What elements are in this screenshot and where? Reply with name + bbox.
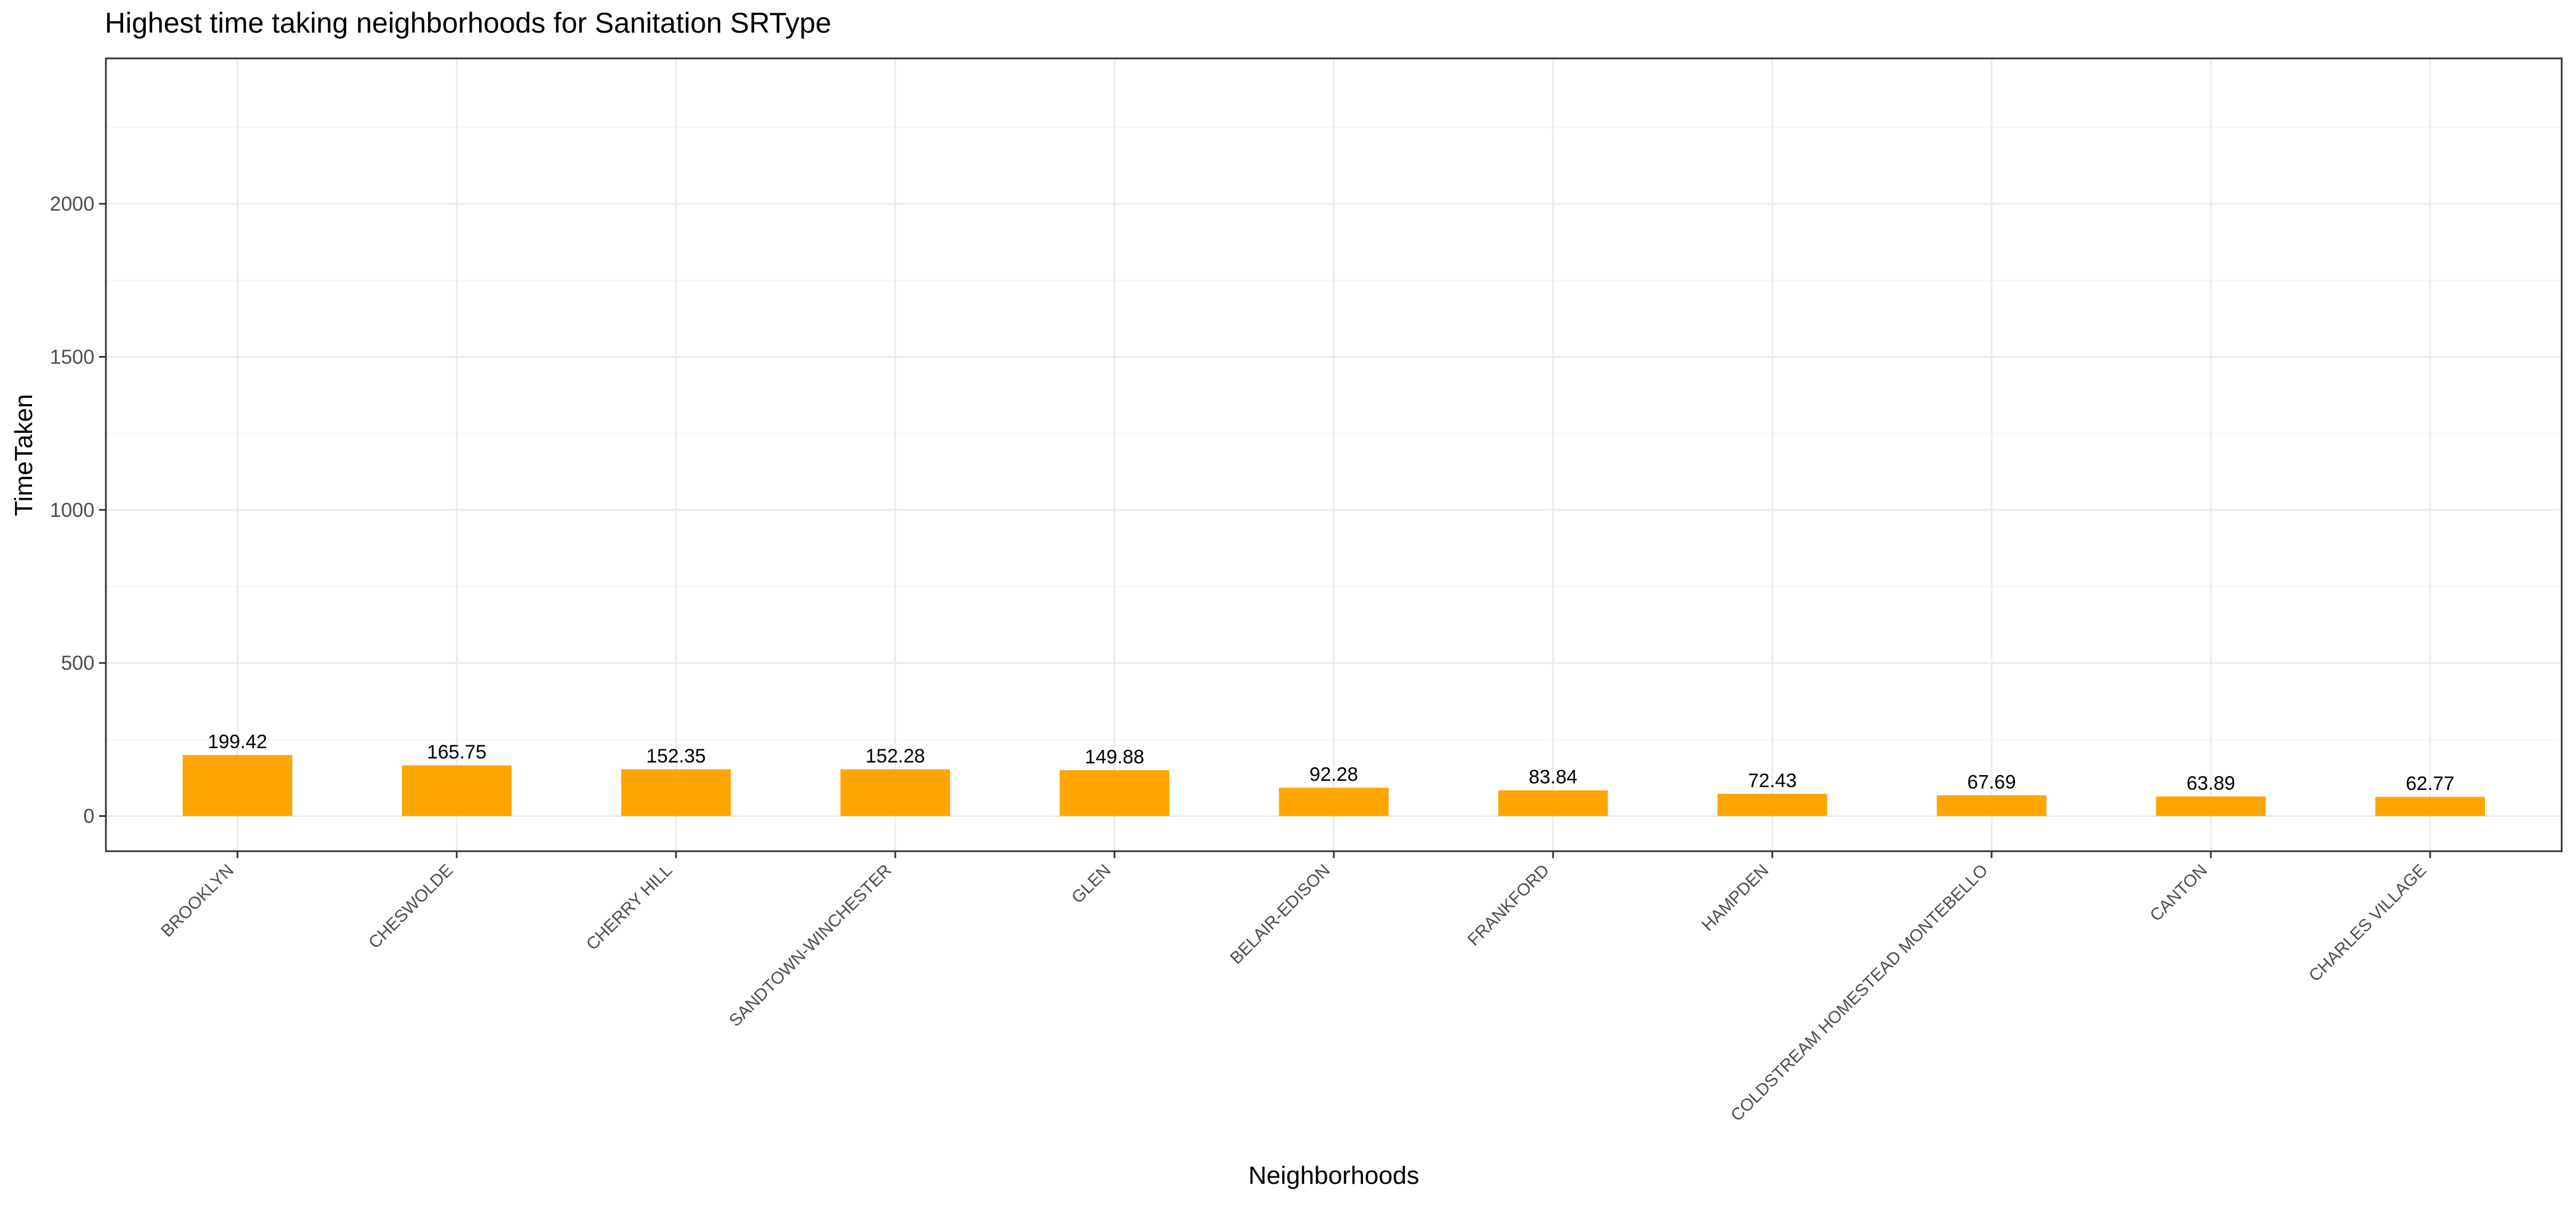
x-axis-title: Neighborhoods [1249, 1161, 1419, 1190]
data-label: 149.88 [1085, 746, 1144, 768]
y-axis: 0 500 1000 1500 2000 [50, 193, 106, 828]
bar [1498, 790, 1608, 816]
y-tick-label: 1000 [50, 499, 94, 521]
bar [1060, 770, 1170, 816]
bar [183, 754, 293, 816]
grid-lines [106, 58, 2562, 851]
bar [1717, 793, 1827, 816]
y-tick-label: 500 [61, 652, 94, 674]
data-label: 152.35 [646, 745, 706, 767]
data-label: 92.28 [1309, 764, 1358, 785]
bar [840, 769, 950, 816]
data-label: 165.75 [427, 741, 487, 763]
y-tick-label: 1500 [50, 346, 94, 368]
data-label: 63.89 [2187, 772, 2235, 794]
bars [183, 754, 2485, 816]
x-tick-label: GLEN [1068, 861, 1115, 907]
x-tick-label: BROOKLYN [157, 861, 238, 941]
bar [1279, 788, 1389, 816]
data-label: 67.69 [1967, 771, 2016, 793]
x-tick-label: CHESWOLDE [365, 861, 457, 953]
data-label: 62.77 [2406, 773, 2455, 795]
bar [2156, 796, 2266, 816]
x-tick-label: SANDTOWN-WINCHESTER [726, 861, 895, 1030]
x-tick-label: BELAIR-EDISON [1227, 861, 1334, 968]
bar [1937, 795, 2046, 816]
data-label: 83.84 [1528, 767, 1577, 788]
x-tick-label: FRANKFORD [1464, 861, 1553, 950]
data-label: 199.42 [208, 731, 267, 753]
y-tick-label: 0 [84, 805, 94, 828]
bar [402, 765, 512, 816]
x-tick-label: COLDSTREAM HOMESTEAD MONTEBELLO [1727, 861, 1992, 1125]
x-axis: BROOKLYN CHESWOLDE CHERRY HILL SANDTOWN-WIN… [157, 851, 2431, 1125]
y-tick-label: 2000 [50, 193, 94, 215]
bar [2375, 796, 2485, 816]
data-labels: 199.42 165.75 152.35 152.28 149.88 92.28 83.84… [208, 731, 2455, 795]
y-axis-title: TimeTaken [10, 394, 38, 516]
data-label: 72.43 [1748, 770, 1797, 792]
x-tick-label: HAMPDEN [1698, 861, 1772, 935]
chart-title: Highest time taking neighborhoods for Sa… [105, 7, 831, 39]
bar [621, 769, 731, 816]
x-tick-label: CHERRY HILL [583, 861, 676, 954]
x-tick-label: CHARLES VILLAGE [2305, 861, 2430, 986]
data-label: 152.28 [866, 745, 925, 767]
x-tick-label: CANTON [2147, 861, 2211, 926]
